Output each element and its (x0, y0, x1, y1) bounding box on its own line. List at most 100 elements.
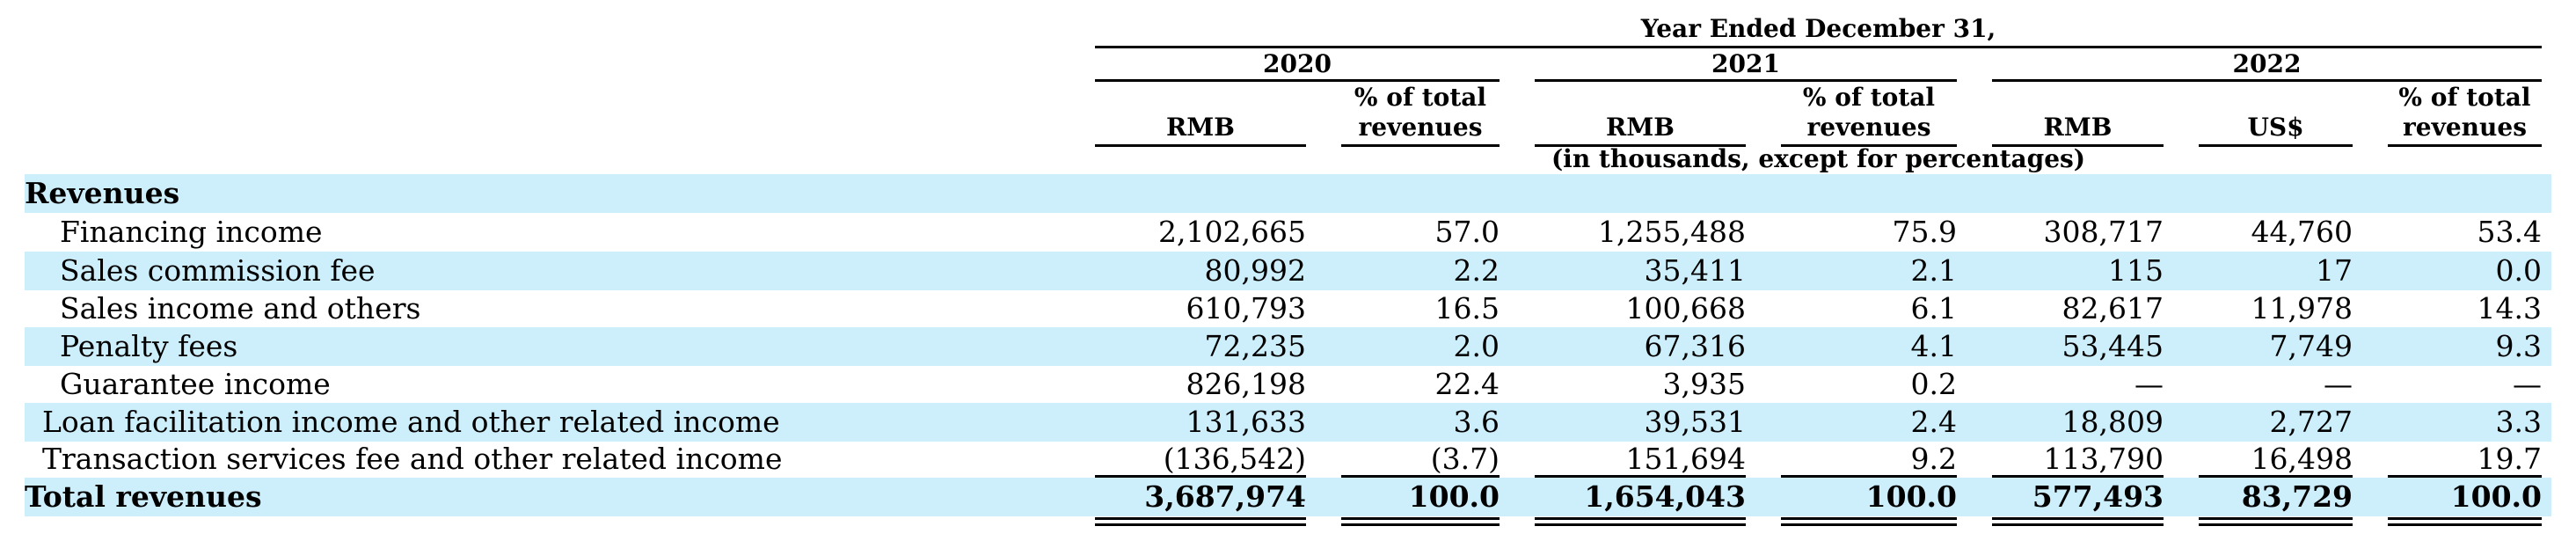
units-note: (in thousands, except for percentages) (1551, 144, 2086, 173)
cell-2021-pct: 2.1 (1910, 253, 1957, 288)
total-2022-usd: 83,729 (2241, 479, 2353, 514)
cell-2020-rmb: 80,992 (1204, 253, 1306, 288)
total-2021-pct: 100.0 (1865, 479, 1957, 514)
row-band (25, 174, 2551, 213)
row-band (25, 478, 2551, 516)
cell-2021-rmb: 35,411 (1644, 253, 1746, 288)
total-2020-rmb: 3,687,974 (1144, 479, 1306, 514)
section-title: Revenues (25, 176, 180, 210)
year-2020-rule (1095, 79, 1500, 82)
cell-2022-pct: 9.3 (2495, 329, 2542, 363)
col-rule (1341, 144, 1500, 147)
cell-2022-usd: 17 (2316, 253, 2353, 288)
subtotal-rule (1095, 475, 1306, 478)
cell-2020-rmb: 826,198 (1186, 367, 1306, 401)
year-2022: 2022 (2232, 49, 2302, 78)
cell-2022-usd: 11,978 (2251, 291, 2353, 325)
cell-2022-rmb: 53,445 (2062, 329, 2164, 363)
cell-2022-rmb: 115 (2108, 253, 2164, 288)
total-2021-rmb: 1,654,043 (1584, 479, 1746, 514)
cell-2020-pct: 22.4 (1434, 367, 1500, 401)
total-2020-pct: 100.0 (1408, 479, 1500, 514)
cell-2022-usd: 16,498 (2251, 442, 2353, 476)
subtotal-rule (1992, 475, 2164, 478)
total-double-rule (2388, 517, 2542, 526)
cell-2022-usd: 44,760 (2251, 215, 2353, 249)
cell-2020-rmb: 610,793 (1186, 291, 1306, 325)
row-label: Guarantee income (60, 367, 331, 401)
cell-2022-rmb: — (2135, 367, 2164, 401)
section-revenues: Revenues (25, 174, 2551, 213)
table-row: Financing income 2,102,665 57.0 1,255,48… (25, 213, 2551, 252)
table-row: Sales commission fee 80,992 2.2 35,411 2… (25, 252, 2551, 290)
cell-2021-pct: 4.1 (1910, 329, 1957, 363)
cell-2021-pct: 75.9 (1892, 215, 1957, 249)
cell-2022-usd: 7,749 (2269, 329, 2353, 363)
cell-2022-pct: 0.0 (2495, 253, 2542, 288)
total-double-rule (1781, 517, 1957, 526)
year-2021-rule (1535, 79, 1957, 82)
col-2022-rmb: RMB (2043, 113, 2113, 142)
row-band (25, 403, 2551, 442)
cell-2022-rmb: 113,790 (2043, 442, 2164, 476)
cell-2021-pct: 0.2 (1910, 367, 1957, 401)
cell-2021-rmb: 100,668 (1625, 291, 1746, 325)
cell-2020-pct: 3.6 (1453, 405, 1500, 439)
col-rule (1992, 144, 2164, 147)
subtotal-rule (1341, 475, 1500, 478)
cell-2021-rmb: 67,316 (1644, 329, 1746, 363)
subtotal-rule (1535, 475, 1746, 478)
total-2022-rmb: 577,493 (2032, 479, 2164, 514)
col-2021-rmb: RMB (1606, 113, 1675, 142)
table-row: Guarantee income 826,198 22.4 3,935 0.2 … (25, 365, 2551, 404)
col-2020-rmb: RMB (1166, 113, 1235, 142)
row-label: Financing income (60, 215, 323, 249)
cell-2020-pct: 16.5 (1434, 291, 1500, 325)
year-2021: 2021 (1711, 49, 1780, 78)
table-row: Penalty fees 72,235 2.0 67,316 4.1 53,44… (25, 327, 2551, 366)
cell-2020-rmb: 2,102,665 (1158, 215, 1306, 249)
col-rule (2388, 144, 2542, 147)
col-2022-usd: US$ (2247, 113, 2304, 142)
cell-2021-pct: 2.4 (1910, 405, 1957, 439)
col-rule (2199, 144, 2353, 147)
col-2020-pct-l1: % of total (1354, 83, 1487, 112)
cell-2020-pct: 2.2 (1453, 253, 1500, 288)
total-2022-pct: 100.0 (2450, 479, 2542, 514)
col-2022-pct-l2: revenues (2403, 113, 2527, 142)
cell-2022-pct: — (2513, 367, 2542, 401)
col-2021-pct-l1: % of total (1802, 83, 1936, 112)
cell-2020-rmb: 131,633 (1186, 405, 1306, 439)
cell-2020-pct: (3.7) (1430, 442, 1500, 476)
cell-2021-rmb: 39,531 (1644, 405, 1746, 439)
total-double-rule (1535, 517, 1746, 526)
cell-2021-rmb: 1,255,488 (1598, 215, 1746, 249)
cell-2022-usd: 2,727 (2269, 405, 2353, 439)
subtotal-rule (2199, 475, 2353, 478)
total-double-rule (1095, 517, 1306, 526)
subtotal-rule (1781, 475, 1957, 478)
row-label: Penalty fees (60, 329, 238, 363)
cell-2022-rmb: 18,809 (2062, 405, 2164, 439)
col-rule (1535, 144, 1746, 147)
cell-2020-pct: 2.0 (1453, 329, 1500, 363)
total-row: Total revenues 3,687,974 100.0 1,654,043… (25, 478, 2551, 516)
row-label: Sales commission fee (60, 253, 376, 288)
cell-2021-rmb: 3,935 (1662, 367, 1746, 401)
total-double-rule (1341, 517, 1500, 526)
cell-2022-usd: — (2324, 367, 2353, 401)
cell-2022-pct: 14.3 (2477, 291, 2542, 325)
col-rule (1781, 144, 1957, 147)
row-label: Loan facilitation income and other relat… (42, 405, 780, 439)
cell-2021-pct: 9.2 (1910, 442, 1957, 476)
cell-2022-pct: 3.3 (2495, 405, 2542, 439)
year-2022-rule (1992, 79, 2542, 82)
cell-2021-pct: 6.1 (1910, 291, 1957, 325)
cell-2020-rmb: (136,542) (1163, 442, 1306, 476)
cell-2020-pct: 57.0 (1434, 215, 1500, 249)
total-label: Total revenues (25, 479, 262, 514)
period-rule (1095, 46, 2542, 48)
row-band (25, 252, 2551, 290)
cell-2022-pct: 53.4 (2477, 215, 2542, 249)
